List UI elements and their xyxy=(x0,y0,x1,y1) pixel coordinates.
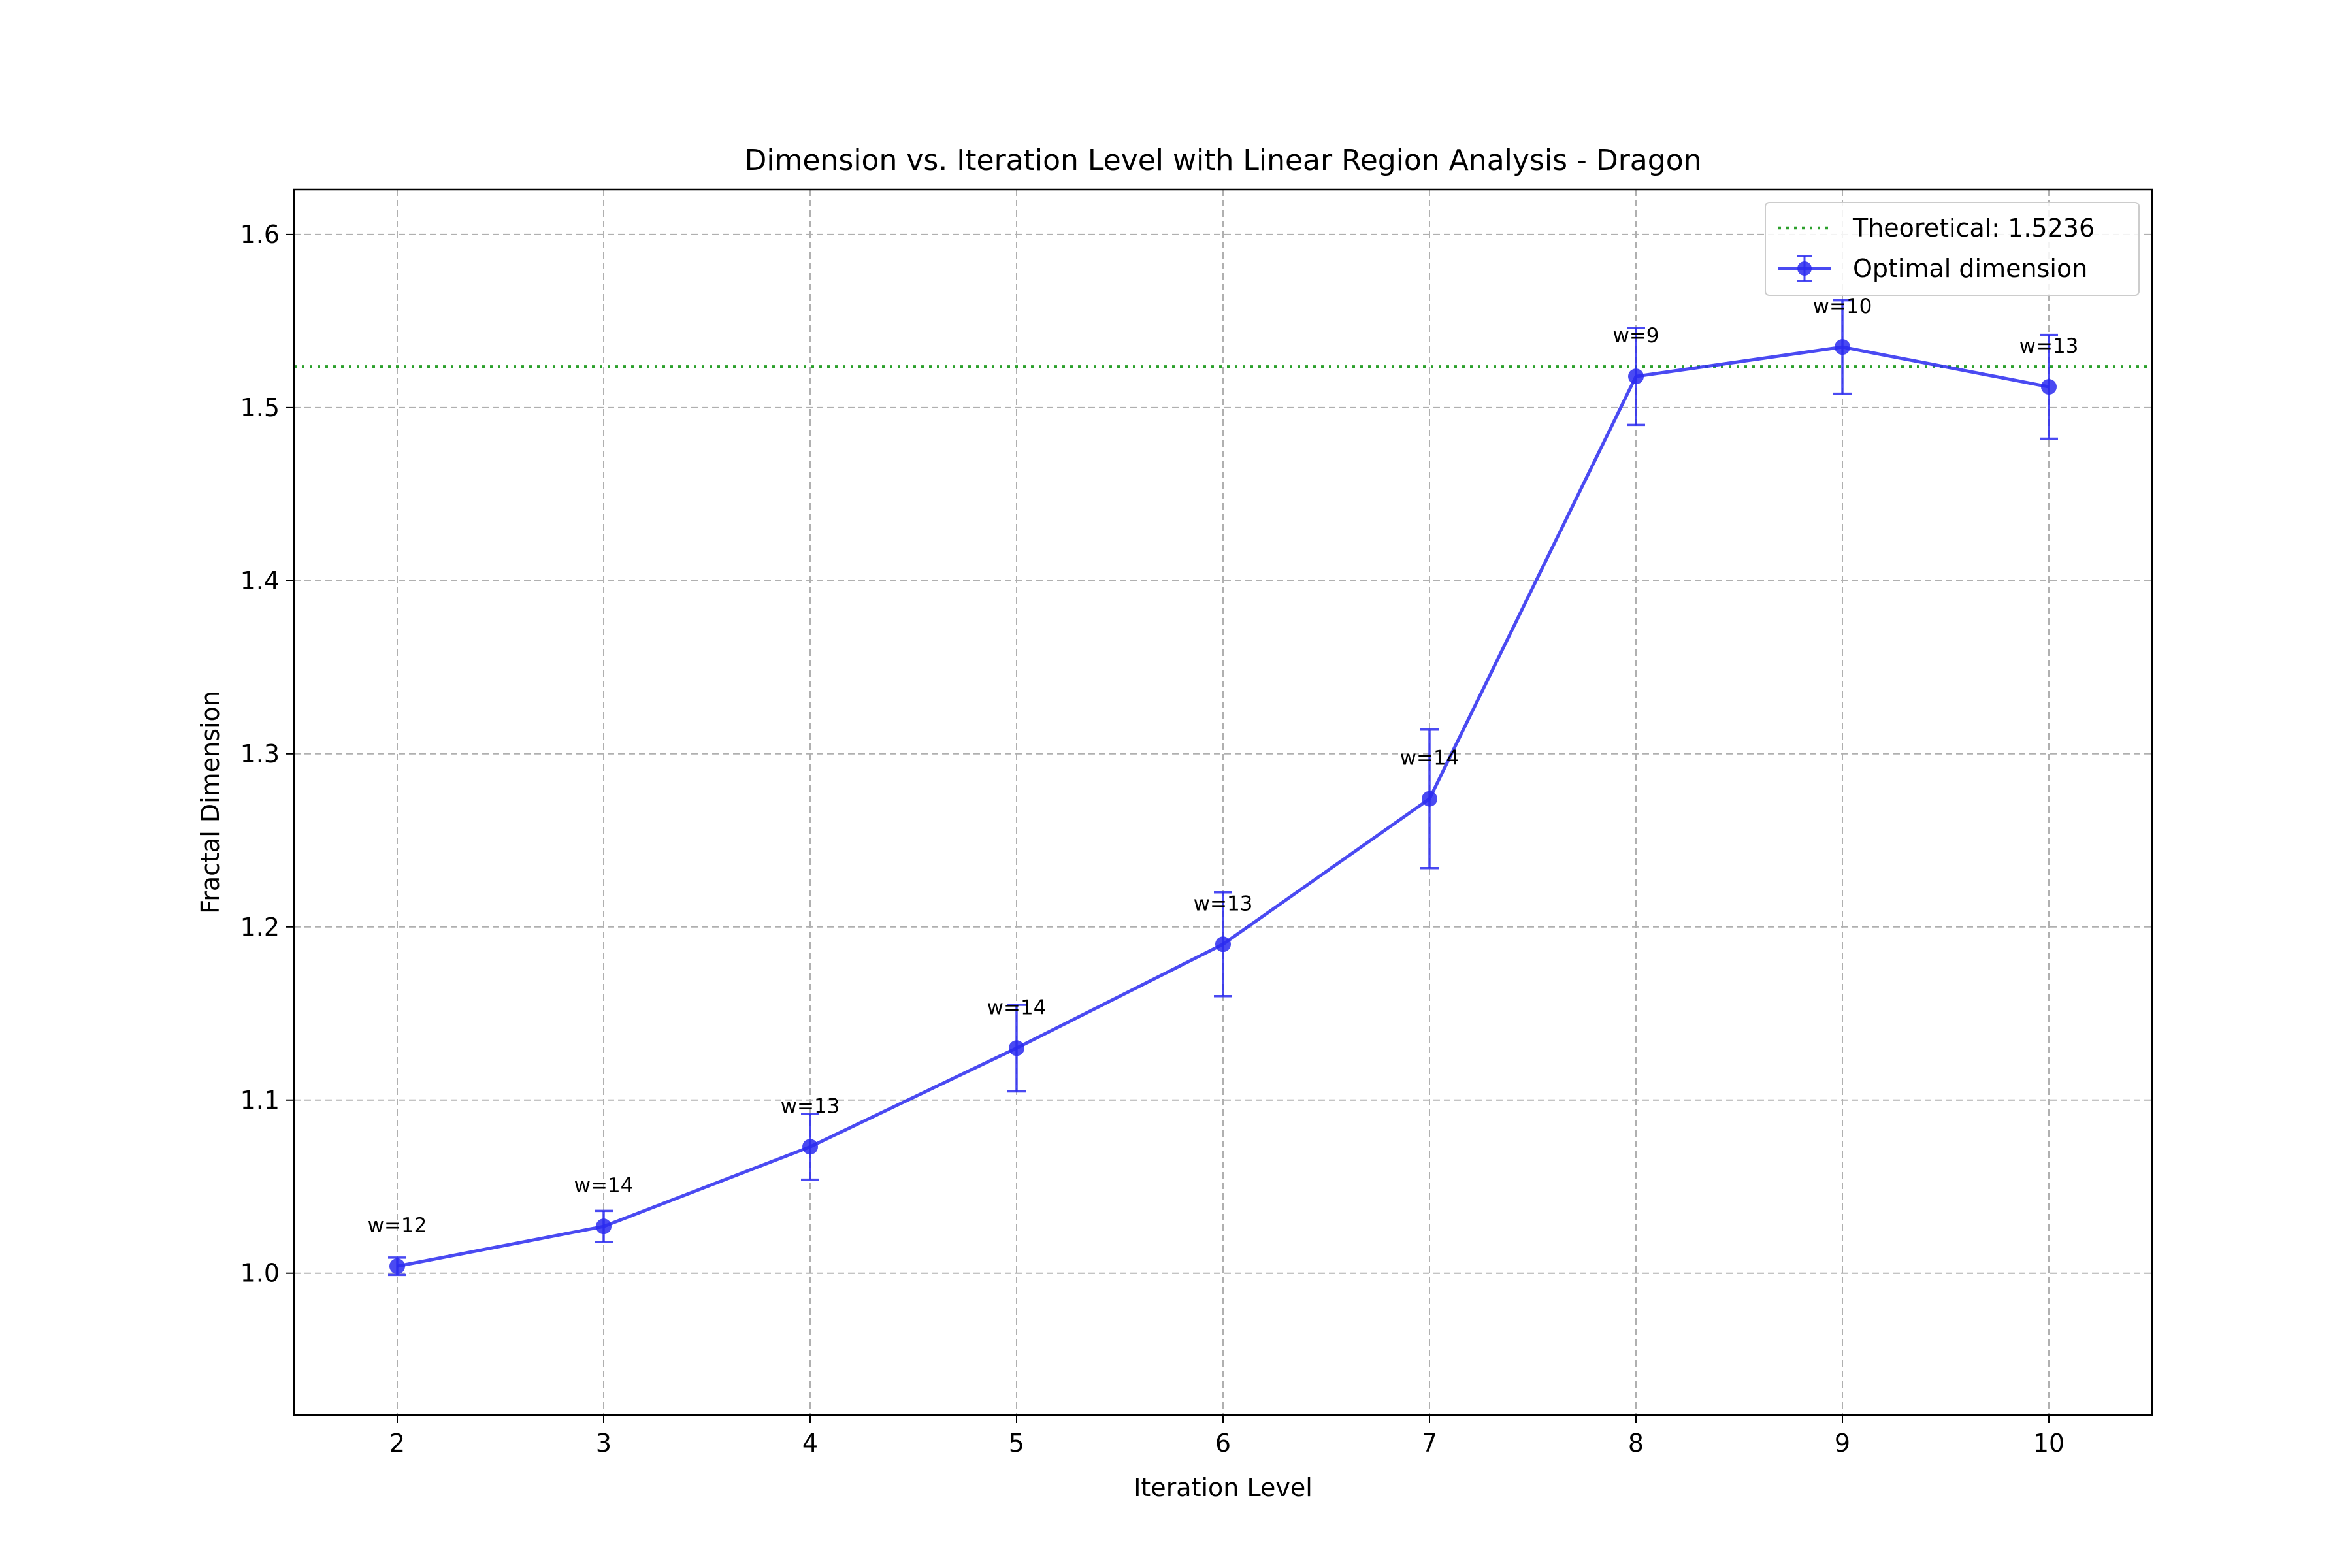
x-tick-label: 5 xyxy=(1009,1429,1024,1458)
data-point xyxy=(1628,368,1644,385)
y-tick-label: 1.1 xyxy=(240,1086,280,1115)
x-tick-label: 2 xyxy=(389,1429,405,1458)
x-tick-label: 9 xyxy=(1835,1429,1850,1458)
data-label: w=14 xyxy=(1400,747,1460,770)
data-label: w=10 xyxy=(1813,295,1872,318)
x-ticks: 2 3 4 5 6 7 8 9 10 xyxy=(389,1415,2065,1458)
y-tick-label: 1.0 xyxy=(240,1259,280,1288)
legend: Theoretical: 1.5236 Optimal dimension xyxy=(1765,202,2140,296)
data-point xyxy=(2041,379,2057,395)
legend-series-marker xyxy=(1797,261,1812,276)
legend-reference-line-label: Theoretical: 1.5236 xyxy=(1852,214,2095,242)
y-ticks: 1.0 1.1 1.2 1.3 1.4 1.5 1.6 xyxy=(240,220,294,1288)
x-tick-label: 8 xyxy=(1628,1429,1644,1458)
y-tick-label: 1.2 xyxy=(240,913,280,941)
x-tick-label: 10 xyxy=(2033,1429,2065,1458)
data-label: w=13 xyxy=(1194,892,1253,915)
data-label: w=14 xyxy=(987,996,1047,1019)
y-tick-label: 1.6 xyxy=(240,220,280,249)
legend-box xyxy=(1765,202,2140,296)
x-axis-label: Iteration Level xyxy=(1134,1473,1313,1502)
y-tick-label: 1.4 xyxy=(240,566,280,595)
series-group: w=12 w=14 w=13 w=14 w=13 w=14 w=9 w=10 w=13 xyxy=(368,295,2079,1277)
x-tick-label: 7 xyxy=(1422,1429,1437,1458)
y-axis-label: Fractal Dimension xyxy=(196,691,225,914)
data-label: w=12 xyxy=(368,1214,427,1237)
x-tick-label: 4 xyxy=(802,1429,818,1458)
data-point xyxy=(802,1139,818,1155)
data-point xyxy=(1215,936,1231,953)
x-tick-label: 3 xyxy=(596,1429,612,1458)
data-label: w=13 xyxy=(781,1094,840,1118)
data-point xyxy=(1835,339,1850,355)
data-point xyxy=(1009,1040,1024,1056)
data-label: w=14 xyxy=(574,1174,634,1198)
legend-series-label: Optimal dimension xyxy=(1853,254,2087,283)
data-label: w=13 xyxy=(2019,335,2079,358)
y-tick-label: 1.5 xyxy=(240,393,280,422)
data-label: w=9 xyxy=(1612,324,1659,348)
data-point xyxy=(389,1258,405,1275)
x-tick-label: 6 xyxy=(1215,1429,1231,1458)
data-point xyxy=(596,1218,612,1235)
y-tick-label: 1.3 xyxy=(240,740,280,768)
chart-title: Dimension vs. Iteration Level with Linea… xyxy=(744,144,1701,177)
data-point xyxy=(1422,791,1437,807)
